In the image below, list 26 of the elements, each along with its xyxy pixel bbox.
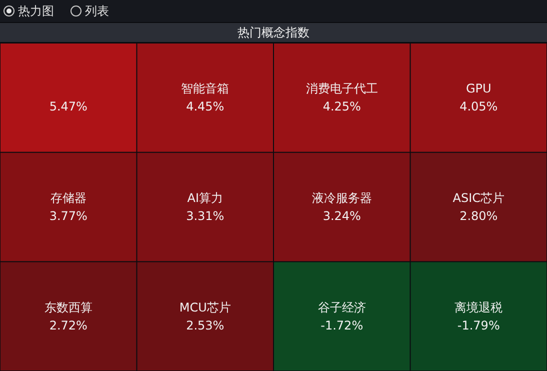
data-label: 3.77% xyxy=(49,209,88,223)
data-label: 4.25% xyxy=(322,100,361,114)
category-label: 智能音箱 xyxy=(181,82,230,96)
category-label: GPU xyxy=(466,82,492,96)
category-label: 离境退税 xyxy=(454,300,503,314)
category-label: 消费电子代工 xyxy=(306,82,378,96)
text: 热门概念指数 xyxy=(238,26,310,40)
category-label: 谷子经济 xyxy=(318,300,366,314)
data-label: 4.45% xyxy=(186,100,224,114)
data-label: 5.47% xyxy=(49,100,88,114)
category-label: AI算力 xyxy=(187,191,223,205)
data-label: 3.31% xyxy=(186,209,224,223)
text: 列表 xyxy=(85,4,109,18)
category-label: 液冷服务器 xyxy=(312,191,372,205)
data-label: -1.72% xyxy=(320,318,364,332)
data-label: 2.53% xyxy=(186,318,224,332)
data-label: 3.24% xyxy=(322,209,361,223)
data-label: 2.80% xyxy=(460,209,498,223)
category-label: 东数西算 xyxy=(44,300,92,314)
data-label: 4.05% xyxy=(460,100,498,114)
category-label: MCU芯片 xyxy=(179,300,231,314)
category-label: ASIC芯片 xyxy=(452,191,504,205)
text: 热力图 xyxy=(18,4,54,18)
category-label: 存储器 xyxy=(50,191,86,205)
data-label: 2.72% xyxy=(49,318,88,332)
data-label: -1.79% xyxy=(457,318,500,332)
